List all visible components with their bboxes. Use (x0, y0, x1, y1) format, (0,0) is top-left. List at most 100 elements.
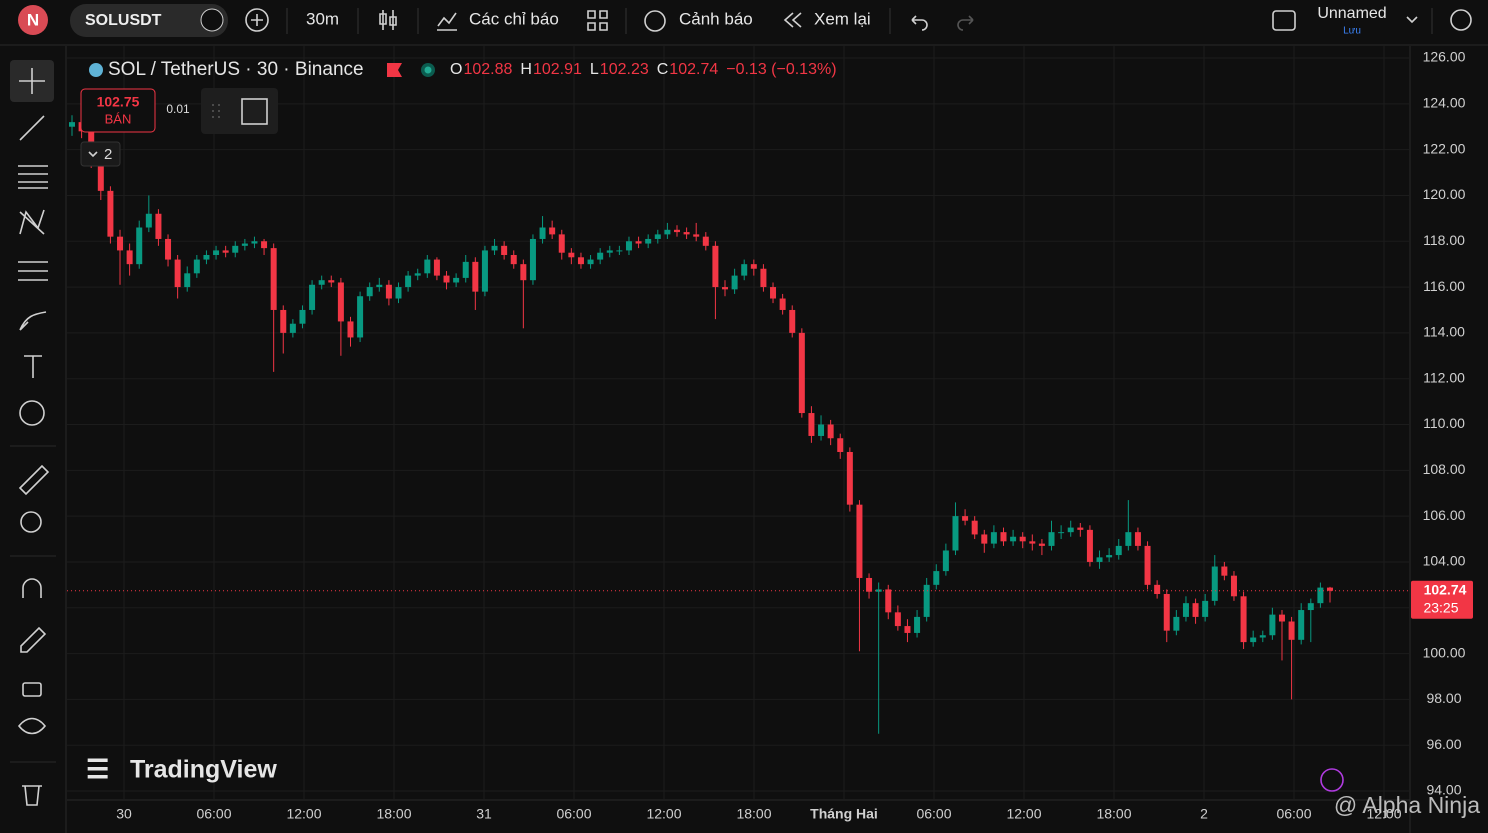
candle-body (1327, 587, 1333, 591)
alert-icon[interactable] (644, 10, 666, 32)
y-tick-label: 116.00 (1423, 278, 1465, 294)
candle-body (1221, 566, 1228, 576)
candle-body (357, 296, 364, 338)
candle-body (1029, 541, 1036, 544)
tv-mark: ☰ (86, 754, 109, 784)
candle-body (289, 323, 296, 333)
ruler-tool[interactable] (18, 464, 50, 496)
y-tick-label: 110.00 (1423, 415, 1465, 431)
indicators[interactable]: Các chỉ báo (469, 9, 559, 28)
layout-menu[interactable] (1406, 16, 1418, 24)
candle-body (510, 254, 517, 265)
avatar[interactable] (18, 5, 48, 35)
undo[interactable] (911, 15, 928, 31)
redo[interactable] (957, 15, 974, 31)
candle-body (443, 275, 450, 283)
crosshair-icon (19, 68, 45, 94)
candle-body (914, 616, 921, 633)
candle-body (529, 238, 536, 281)
candle-body (376, 284, 383, 288)
select-rect[interactable] (241, 98, 268, 125)
candle-body (280, 309, 287, 333)
pattern-tool[interactable] (19, 209, 45, 235)
x-tick-label: 12:00 (1006, 806, 1041, 822)
visibility-tool[interactable] (17, 717, 47, 735)
candle-body (635, 241, 642, 244)
emoji-tool[interactable] (19, 400, 45, 426)
x-tick-label: 2 (1200, 806, 1208, 822)
candle-body (136, 227, 143, 265)
candle-body (1144, 545, 1151, 585)
y-tick-label: 108.00 (1423, 461, 1466, 477)
candle-body (1230, 575, 1237, 597)
x-tick-label: 12:00 (646, 806, 681, 822)
indicators-icon[interactable] (437, 12, 457, 31)
fib-tool[interactable] (18, 165, 48, 189)
candle-body (203, 254, 210, 260)
chart-type[interactable] (379, 10, 397, 30)
candle-body (683, 232, 690, 235)
draw-mode-tool[interactable] (20, 626, 47, 653)
candle-body (1154, 584, 1161, 595)
x-tick-label: Tháng Hai (810, 806, 878, 822)
forecast-tool[interactable] (18, 261, 48, 281)
candle-body (616, 250, 623, 252)
candle-body (1019, 536, 1026, 542)
quick-search[interactable] (1450, 9, 1472, 31)
replay-icon[interactable] (783, 12, 802, 28)
text-tool[interactable] (24, 355, 42, 378)
candle-body (981, 534, 988, 544)
layouts-icon[interactable] (587, 10, 608, 31)
candle-body (1288, 621, 1295, 640)
candle-body (1134, 532, 1141, 546)
symbol-logo (89, 63, 103, 77)
y-tick-label: 126.00 (1423, 49, 1466, 65)
trash-tool[interactable] (22, 785, 42, 806)
replay[interactable]: Xem lại (814, 9, 871, 28)
candle-body (1298, 610, 1305, 640)
candle-body (491, 245, 498, 251)
symbol-icon[interactable] (200, 8, 224, 32)
candle-body (155, 213, 162, 239)
magnet-tool[interactable] (22, 578, 42, 598)
candle-body (558, 234, 565, 253)
candle-body (846, 451, 853, 505)
orders-toggle[interactable] (80, 141, 121, 167)
candle-body (952, 516, 959, 551)
candle-body (337, 282, 344, 322)
sell-button[interactable] (80, 88, 156, 133)
layout-toggle[interactable] (1272, 10, 1296, 31)
layout-name[interactable]: Unnamed (1317, 5, 1386, 22)
sell-price: 102.75 (97, 94, 140, 110)
candle-body (1115, 545, 1122, 556)
symbol: SOLUSDT (85, 12, 162, 29)
candle-body (453, 277, 460, 283)
sell-label: BÁN (105, 111, 132, 126)
candle-body (1000, 532, 1007, 542)
zoom-tool[interactable] (20, 511, 42, 533)
drag-handle[interactable] (212, 104, 220, 118)
candle-body (962, 516, 969, 521)
flag[interactable] (387, 63, 402, 77)
candle-body (126, 250, 133, 265)
candle-body (1048, 532, 1055, 546)
alert[interactable]: Cảnh báo (679, 9, 753, 28)
add-symbol[interactable] (245, 8, 269, 32)
brush-tool[interactable] (19, 311, 47, 331)
trendline-tool[interactable] (19, 115, 45, 141)
candle-body (587, 259, 594, 265)
save[interactable]: Lưu (1343, 26, 1361, 37)
candle-body (1250, 637, 1257, 643)
y-tick-label: 106.00 (1423, 507, 1466, 523)
candle-body (1269, 614, 1276, 636)
candle-body (184, 273, 191, 288)
candle-body (549, 227, 556, 235)
ohlc-legend: O 102.88 H 102.91 L 102.23 C 102.74 −0.13 (−0.13… (450, 61, 837, 78)
lock-tool[interactable] (22, 682, 42, 697)
candle-body (673, 229, 680, 233)
interval[interactable]: 30m (306, 9, 339, 28)
tv-logo: TradingView (130, 756, 277, 784)
add-symbol-plus (251, 14, 263, 26)
lightning-button[interactable] (1320, 768, 1344, 792)
symbol-search[interactable] (70, 4, 228, 37)
